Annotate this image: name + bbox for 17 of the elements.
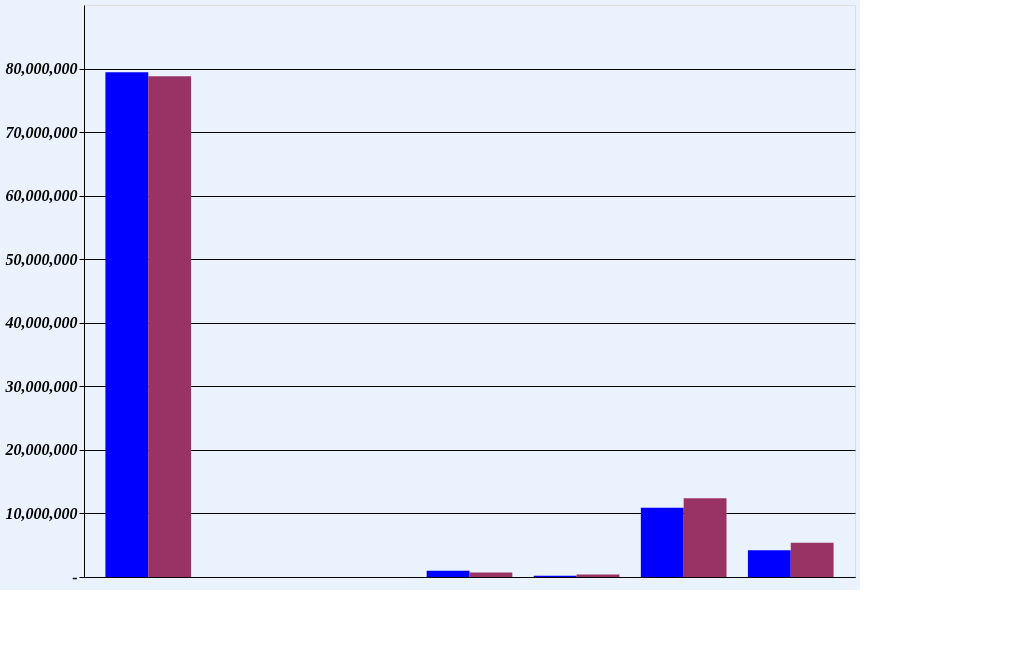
y-tick-label: 50,000,000 xyxy=(5,250,78,268)
bar xyxy=(683,498,727,577)
bar xyxy=(426,570,470,577)
y-tick-label: 70,000,000 xyxy=(5,123,78,141)
bar xyxy=(576,574,620,577)
y-tick-label: 40,000,000 xyxy=(4,314,78,332)
y-tick-label: - xyxy=(72,568,78,586)
bar xyxy=(105,72,149,577)
y-tick-label: 80,000,000 xyxy=(5,60,78,78)
bar xyxy=(747,550,791,577)
bar xyxy=(640,507,684,577)
y-tick-label: 10,000,000 xyxy=(5,504,78,522)
y-tick-label: 30,000,000 xyxy=(4,377,78,395)
bar xyxy=(790,542,834,577)
bar xyxy=(148,76,192,577)
y-tick-label: 60,000,000 xyxy=(5,187,78,205)
y-tick-label: 20,000,000 xyxy=(4,441,78,459)
